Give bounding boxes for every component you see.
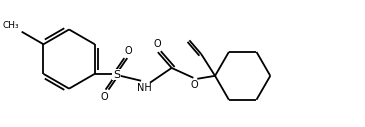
Text: O: O: [101, 92, 108, 102]
Text: O: O: [153, 39, 161, 49]
Text: NH: NH: [137, 83, 151, 93]
Text: CH₃: CH₃: [2, 21, 19, 30]
Text: S: S: [113, 70, 120, 80]
Text: O: O: [124, 46, 132, 56]
Text: O: O: [191, 80, 198, 90]
